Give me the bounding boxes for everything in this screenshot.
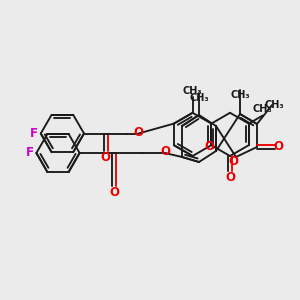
Text: CH₃: CH₃ <box>183 85 202 96</box>
Text: CH₃: CH₃ <box>253 104 273 115</box>
Text: F: F <box>26 146 34 160</box>
Text: O: O <box>100 151 111 164</box>
Text: O: O <box>274 140 284 154</box>
Text: CH₃: CH₃ <box>189 93 209 103</box>
Text: O: O <box>226 171 236 184</box>
Text: O: O <box>134 126 143 140</box>
Text: CH₃: CH₃ <box>230 90 250 100</box>
Text: O: O <box>205 140 215 153</box>
Text: O: O <box>160 145 170 158</box>
Text: CH₃: CH₃ <box>265 100 284 110</box>
Text: F: F <box>30 127 38 140</box>
Text: O: O <box>228 155 238 168</box>
Text: O: O <box>109 186 119 199</box>
